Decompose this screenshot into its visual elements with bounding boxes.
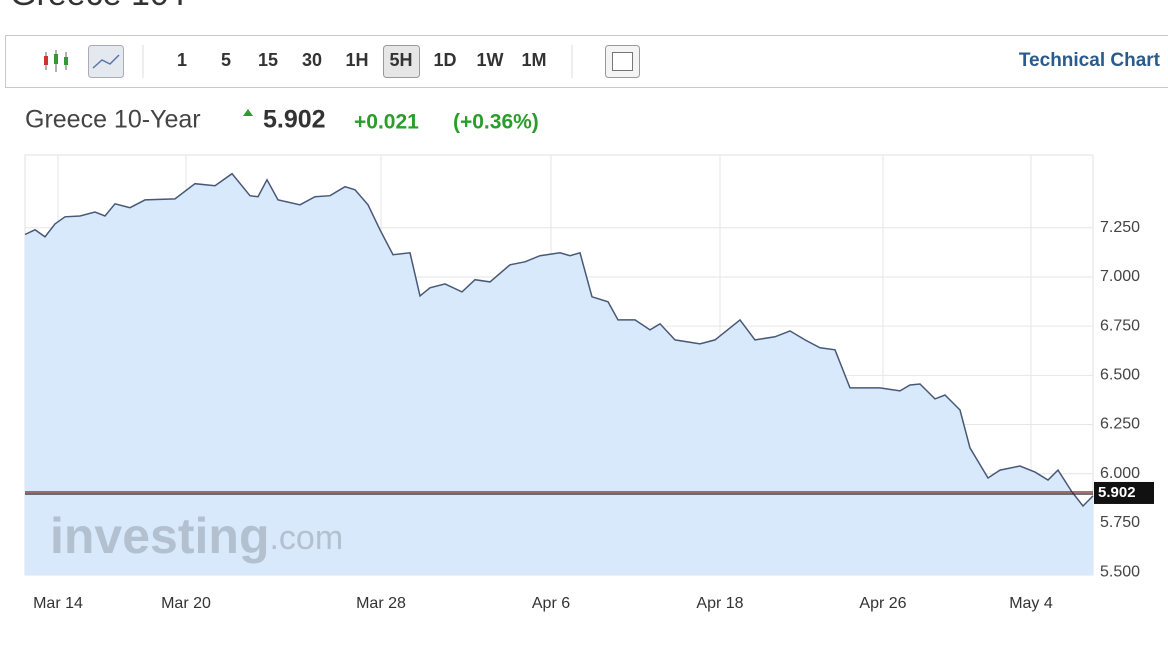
interval-button[interactable]: 15 [258,50,278,70]
y-tick-label: 6.250 [1100,416,1140,433]
y-tick-label: 5.500 [1100,563,1140,580]
technical-chart-link[interactable]: Technical Chart [1019,50,1161,71]
quote-change-pct: (+0.36%) [453,111,539,134]
y-tick-label: 6.000 [1100,465,1140,482]
x-tick-label: Apr 26 [859,595,906,612]
interval-button[interactable]: 5H [389,50,412,70]
x-tick-label: Mar 28 [356,595,406,612]
y-tick-label: 6.750 [1100,317,1140,334]
interval-button[interactable]: 30 [302,50,322,70]
x-tick-label: Mar 14 [33,595,83,612]
watermark-brand: investing [50,508,269,564]
y-tick-label: 5.750 [1100,514,1140,531]
current-price-label: 5.902 [1098,484,1136,501]
y-tick-label: 6.500 [1100,367,1140,384]
quote-name: Greece 10-Year [25,106,201,134]
settings-icon-inner [613,53,633,71]
x-tick-label: Apr 18 [696,595,743,612]
x-tick-label: Mar 20 [161,595,211,612]
watermark-suffix: .com [269,519,343,557]
interval-button[interactable]: 1M [521,50,546,70]
x-tick-label: May 4 [1009,595,1053,612]
interval-button[interactable]: 1D [433,50,456,70]
interval-button[interactable]: 5 [221,50,231,70]
interval-button[interactable]: 1W [477,50,504,70]
quote-change: +0.021 [354,111,419,134]
interval-button[interactable]: 1H [345,50,368,70]
x-tick-label: Apr 6 [532,595,570,612]
quote-price: 5.902 [263,106,326,134]
interval-button[interactable]: 1 [177,50,187,70]
up-arrow [243,109,253,116]
y-tick-label: 7.000 [1100,268,1140,285]
y-tick-label: 7.250 [1100,219,1140,236]
page-title: Greece 10Y [10,0,191,13]
